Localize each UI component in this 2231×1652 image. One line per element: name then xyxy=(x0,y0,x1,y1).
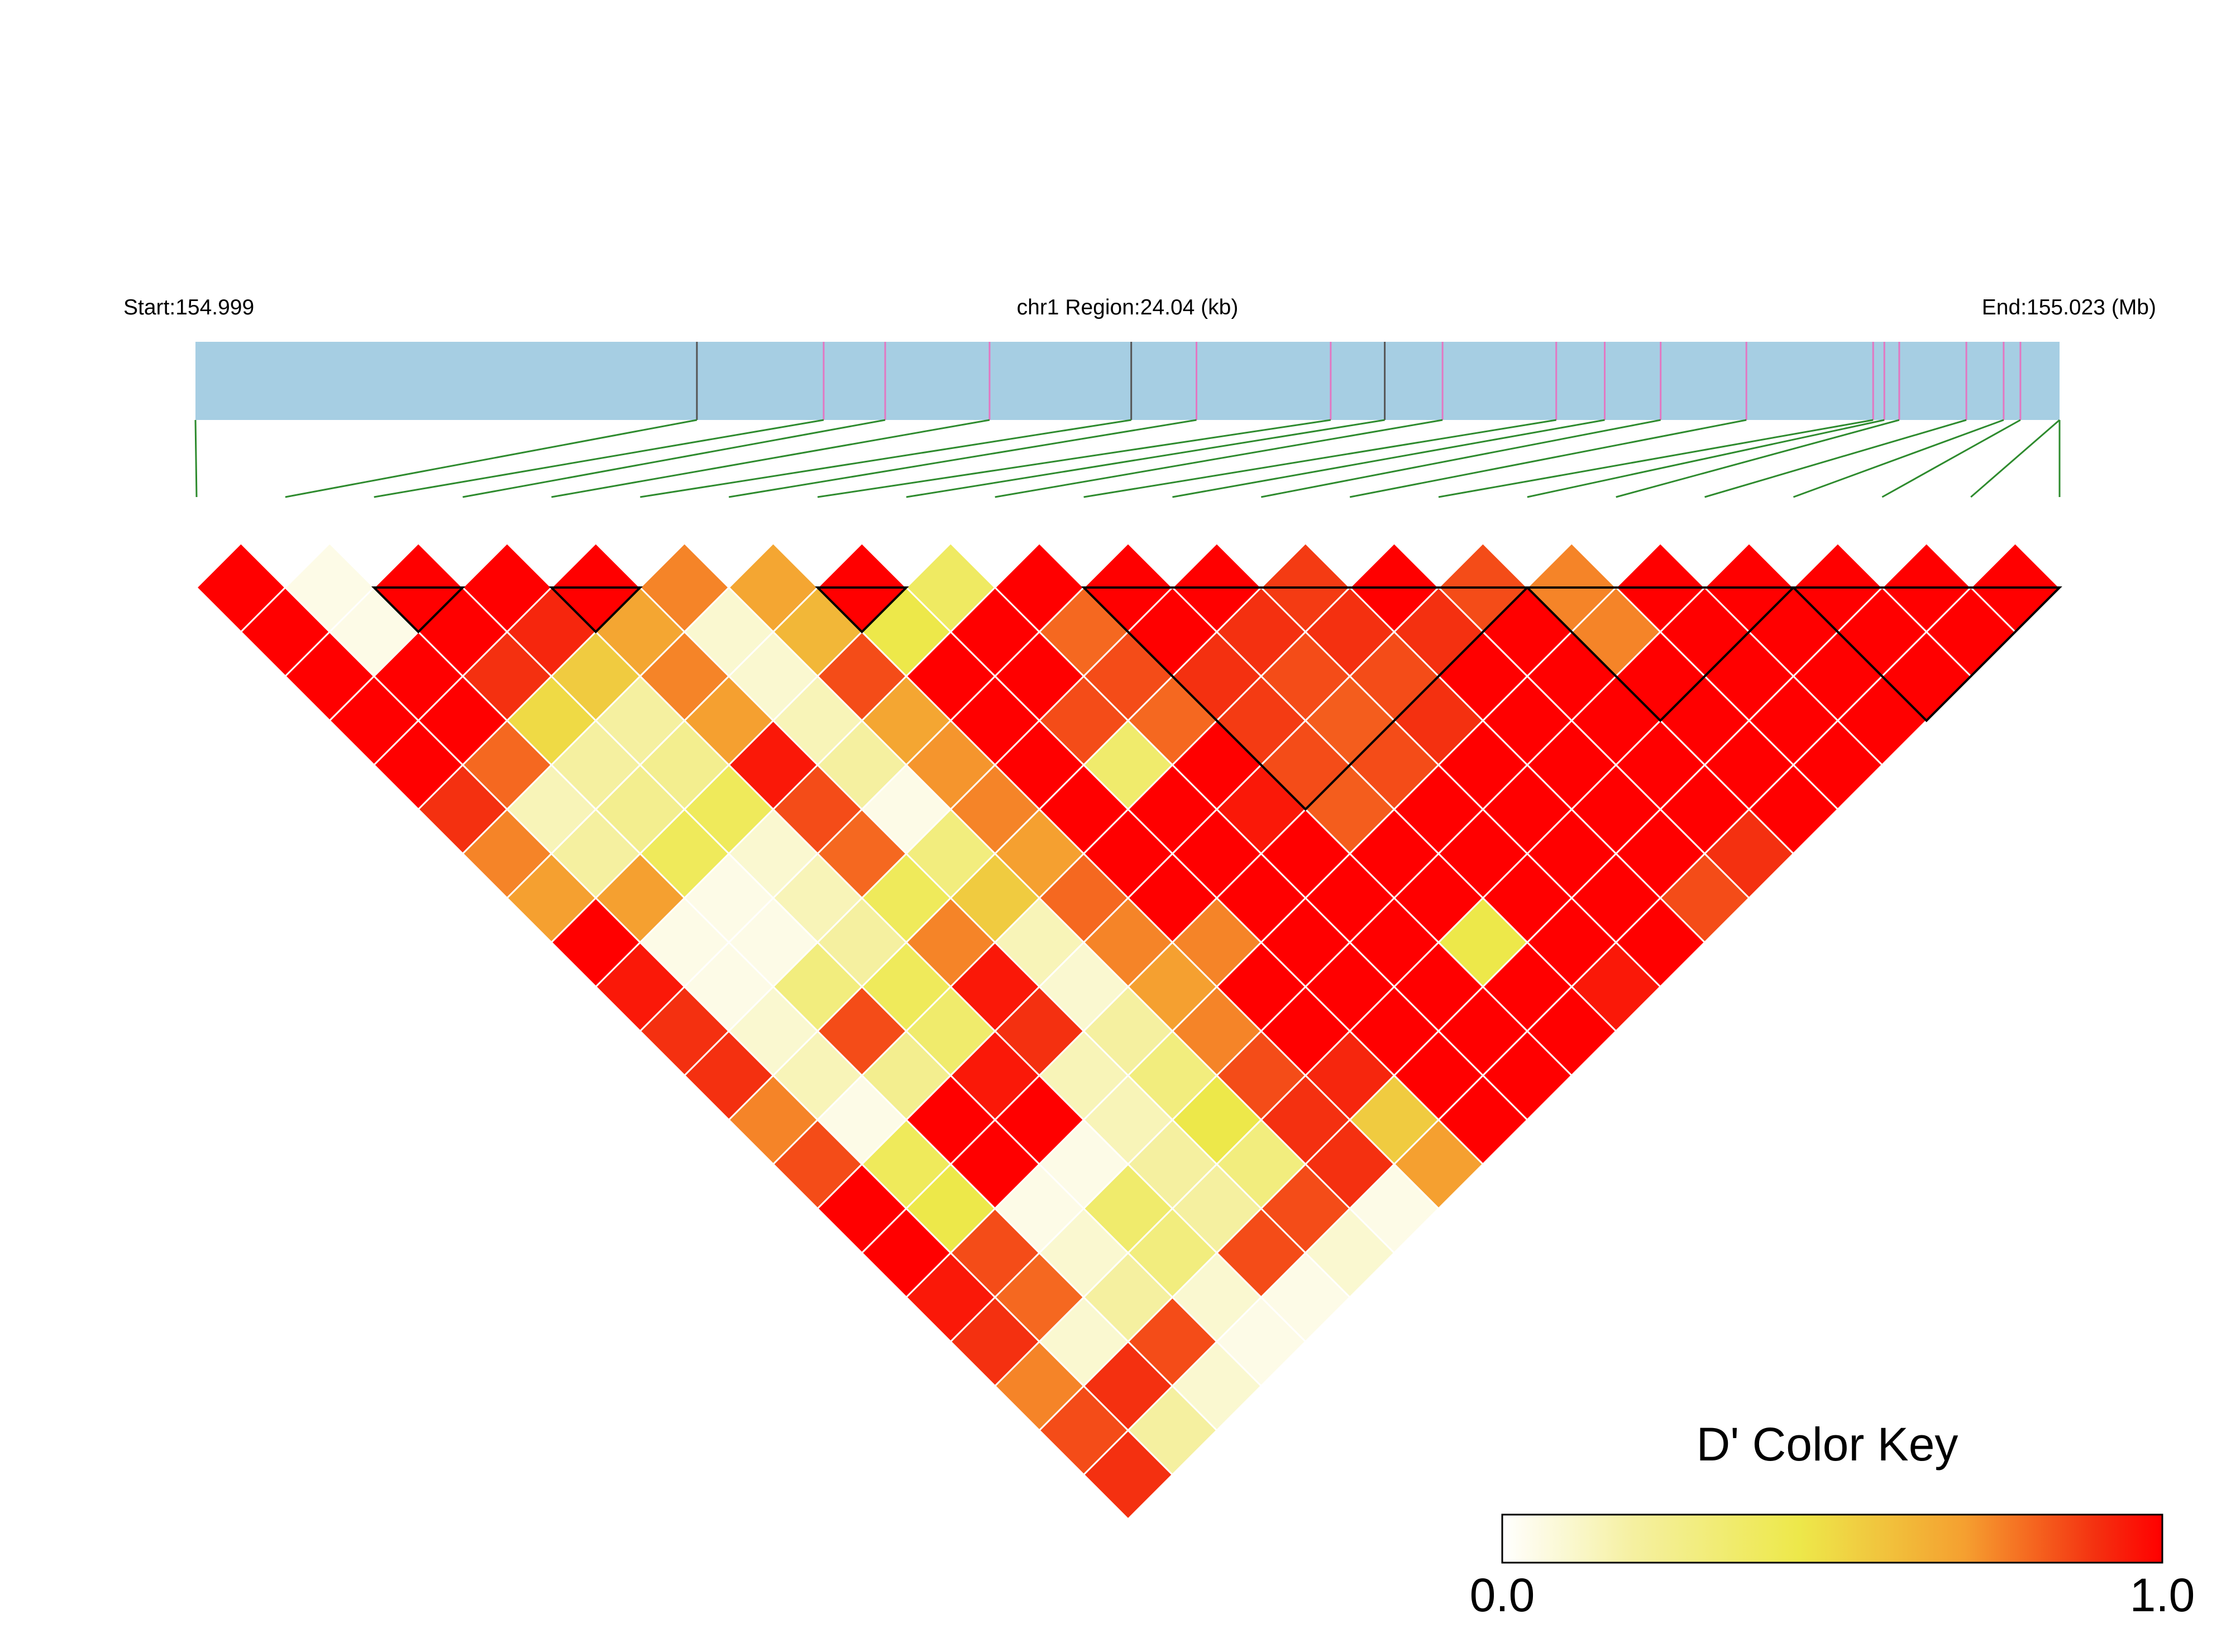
snp-link-line xyxy=(1349,419,1747,498)
snp-link-line xyxy=(1438,419,1874,498)
haplotype-block-outline xyxy=(1081,586,1530,811)
snp-link-line xyxy=(817,419,1331,498)
color-key-max-label: 1.0 xyxy=(2130,1569,2195,1621)
start-label: Start:154.999 xyxy=(123,295,254,319)
snp-link-line xyxy=(1083,419,1556,498)
snp-link-line xyxy=(1793,419,2004,498)
snp-link-line xyxy=(194,419,198,498)
haplotype-block-outline xyxy=(371,586,466,634)
snp-link-line xyxy=(1704,419,1967,498)
haplotype-block-outline xyxy=(1790,586,2062,723)
snp-link-line xyxy=(551,419,990,498)
snp-link-line xyxy=(1527,419,1885,498)
snp-link-line xyxy=(1616,419,1900,498)
ld-cell xyxy=(1082,1429,1174,1521)
snp-link-line xyxy=(906,419,1385,498)
haplotype-block-outline xyxy=(1525,586,1797,723)
snp-link-line xyxy=(1970,419,2060,498)
region-label: chr1 Region:24.04 (kb) xyxy=(1017,295,1239,319)
haplotype-block-outline xyxy=(548,586,643,634)
snp-link-lines xyxy=(194,419,2061,498)
snp-link-line xyxy=(1261,419,1661,498)
snp-link-line xyxy=(640,419,1131,498)
snp-link-line xyxy=(374,419,824,498)
haplotype-block-outline xyxy=(815,586,909,634)
snp-link-line xyxy=(728,419,1197,498)
snp-position-band xyxy=(195,342,2060,420)
snp-link-line xyxy=(995,419,1443,498)
snp-link-line xyxy=(462,419,886,498)
color-key-bar xyxy=(1501,1513,2163,1564)
snp-link-line xyxy=(1881,419,2021,498)
snp-link-line xyxy=(285,419,698,498)
haplotype-block-outlines xyxy=(371,586,2062,811)
end-label: End:155.023 (Mb) xyxy=(1982,295,2156,319)
snp-link-line xyxy=(1172,419,1605,498)
snp-band-background xyxy=(195,342,2060,420)
ld-cells xyxy=(195,542,2061,1521)
color-key-min-label: 0.0 xyxy=(1470,1569,1535,1621)
color-key-title: D' Color Key xyxy=(1697,1418,1958,1470)
